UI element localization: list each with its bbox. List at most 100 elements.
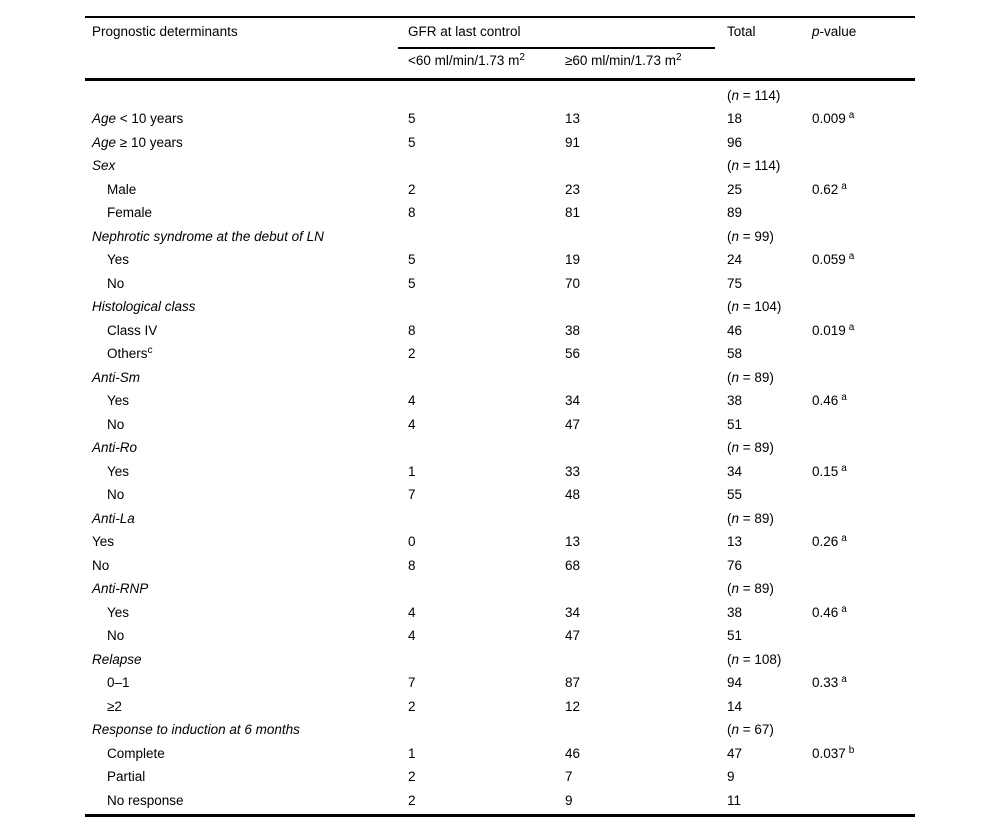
total-n-italic: n [731, 651, 740, 667]
cell-pvalue: 0.009 a [812, 110, 915, 127]
row-label-text: No [92, 557, 110, 573]
pvalue-text: 0.15 [812, 463, 839, 479]
column-header-gfr-lt60: <60 ml/min/1.73 m2 [408, 52, 525, 69]
cell-pvalue: 0.059 a [812, 251, 915, 268]
row-label: Yes [85, 534, 408, 550]
cell-gfr-lt60: 7 [408, 675, 416, 691]
cell-gfr-lt60: 4 [408, 416, 416, 432]
column-header-gfr-ge60: ≥60 ml/min/1.73 m2 [565, 52, 682, 69]
cell-pvalue: 0.037 b [812, 745, 915, 762]
cell-gfr-lt60: 8 [408, 557, 416, 573]
table-header-rule [85, 78, 915, 81]
table-row: No response 2 9 11 [85, 789, 915, 813]
table-row: Yes 5 19 24 0.059 a [85, 249, 915, 273]
row-label: Histological class [85, 299, 408, 315]
row-label: Yes [85, 464, 408, 480]
table-row: Histological class (n = 104) [85, 296, 915, 320]
cell-gfr-lt60: 2 [408, 792, 416, 808]
row-label-text: No [107, 416, 125, 432]
row-label: Age < 10 years [85, 111, 408, 127]
cell-pvalue: 0.46 a [812, 392, 915, 409]
row-label-text: No response [107, 792, 184, 808]
total-text: 75 [727, 275, 743, 291]
cell-total: (n = 67) [727, 722, 812, 738]
cell-total: 46 [727, 323, 812, 339]
cell-total: 38 [727, 605, 812, 621]
total-n-italic: n [731, 369, 740, 385]
row-label-text: 0–1 [107, 675, 130, 691]
cell-total: 13 [727, 534, 812, 550]
table-body: (n = 114) Age < 10 years 5 13 18 0.009 a … [85, 84, 915, 813]
cell-total: 11 [727, 793, 812, 809]
cell-gfr-lt60: 5 [408, 134, 416, 150]
row-label-text: No [107, 275, 125, 291]
column-header-total: Total [727, 24, 756, 39]
table-top-rule [85, 16, 915, 18]
cell-total: 96 [727, 135, 812, 151]
total-n-italic: n [731, 228, 740, 244]
cell-total: 9 [727, 769, 812, 785]
total-text: 94 [727, 675, 743, 691]
cell-gfr-ge60: 34 [565, 604, 581, 620]
row-label: Sex [85, 158, 408, 174]
cell-total: (n = 89) [727, 440, 812, 456]
cell-pvalue [812, 88, 915, 104]
row-label-italic: Anti-RNP [92, 581, 149, 597]
table-row: No 5 70 75 [85, 272, 915, 296]
cell-total: 18 [727, 111, 812, 127]
row-label-italic: Relapse [92, 651, 142, 667]
pvalue-italic-p: p [812, 24, 820, 39]
total-text: 38 [727, 604, 743, 620]
row-label-italic: Age [92, 134, 117, 150]
cell-pvalue [812, 440, 915, 456]
table-row: Othersc 2 56 58 [85, 343, 915, 367]
row-label-italic: Sex [92, 158, 116, 174]
total-text: 58 [727, 346, 743, 362]
total-text: 47 [727, 745, 743, 761]
cell-gfr-ge60: 48 [565, 487, 581, 503]
cell-pvalue [812, 511, 915, 527]
table-row: No 4 47 51 [85, 625, 915, 649]
row-label-italic: Anti-Sm [92, 369, 141, 385]
table-row: Male 2 23 25 0.62 a [85, 178, 915, 202]
gfr-lt60-text: <60 ml/min/1.73 m [408, 53, 520, 68]
table-row: No 4 47 51 [85, 413, 915, 437]
total-n-rest: = 104) [739, 299, 782, 315]
cell-total: 14 [727, 699, 812, 715]
row-label: Male [85, 182, 408, 198]
table-bottom-rule [85, 814, 915, 817]
total-text: 46 [727, 322, 743, 338]
row-label-text: Class IV [107, 322, 158, 338]
table-row: (n = 114) [85, 84, 915, 108]
column-header-gfr-group: GFR at last control [408, 24, 521, 39]
cell-gfr-ge60: 47 [565, 416, 581, 432]
table-row: Age < 10 years 5 13 18 0.009 a [85, 108, 915, 132]
row-label-italic: Age [92, 111, 117, 127]
cell-pvalue: 0.62 a [812, 181, 915, 198]
row-label: Class IV [85, 323, 408, 339]
cell-pvalue [812, 299, 915, 315]
table-row: Yes 4 34 38 0.46 a [85, 601, 915, 625]
cell-gfr-lt60: 5 [408, 252, 416, 268]
row-label: Nephrotic syndrome at the debut of LN [85, 229, 408, 245]
row-label: Complete [85, 746, 408, 762]
table-row: Female 8 81 89 [85, 202, 915, 226]
cell-total: (n = 89) [727, 511, 812, 527]
cell-gfr-lt60: 7 [408, 487, 416, 503]
row-label: No response [85, 793, 408, 809]
total-text: 38 [727, 393, 743, 409]
gfr-ge60-text: ≥60 ml/min/1.73 m [565, 53, 676, 68]
cell-gfr-lt60: 4 [408, 604, 416, 620]
cell-gfr-lt60: 5 [408, 275, 416, 291]
total-text: 89 [727, 205, 743, 221]
table-row: ≥2 2 12 14 [85, 695, 915, 719]
cell-gfr-ge60: 9 [565, 792, 573, 808]
row-label: Anti-RNP [85, 581, 408, 597]
gfr-ge60-superscript: 2 [675, 52, 682, 63]
cell-total: 25 [727, 182, 812, 198]
total-n-italic: n [731, 299, 740, 315]
pvalue-superscript: a [848, 251, 855, 263]
cell-gfr-lt60: 4 [408, 393, 416, 409]
row-label-text: Complete [107, 745, 165, 761]
total-n-rest: = 108) [739, 651, 782, 667]
